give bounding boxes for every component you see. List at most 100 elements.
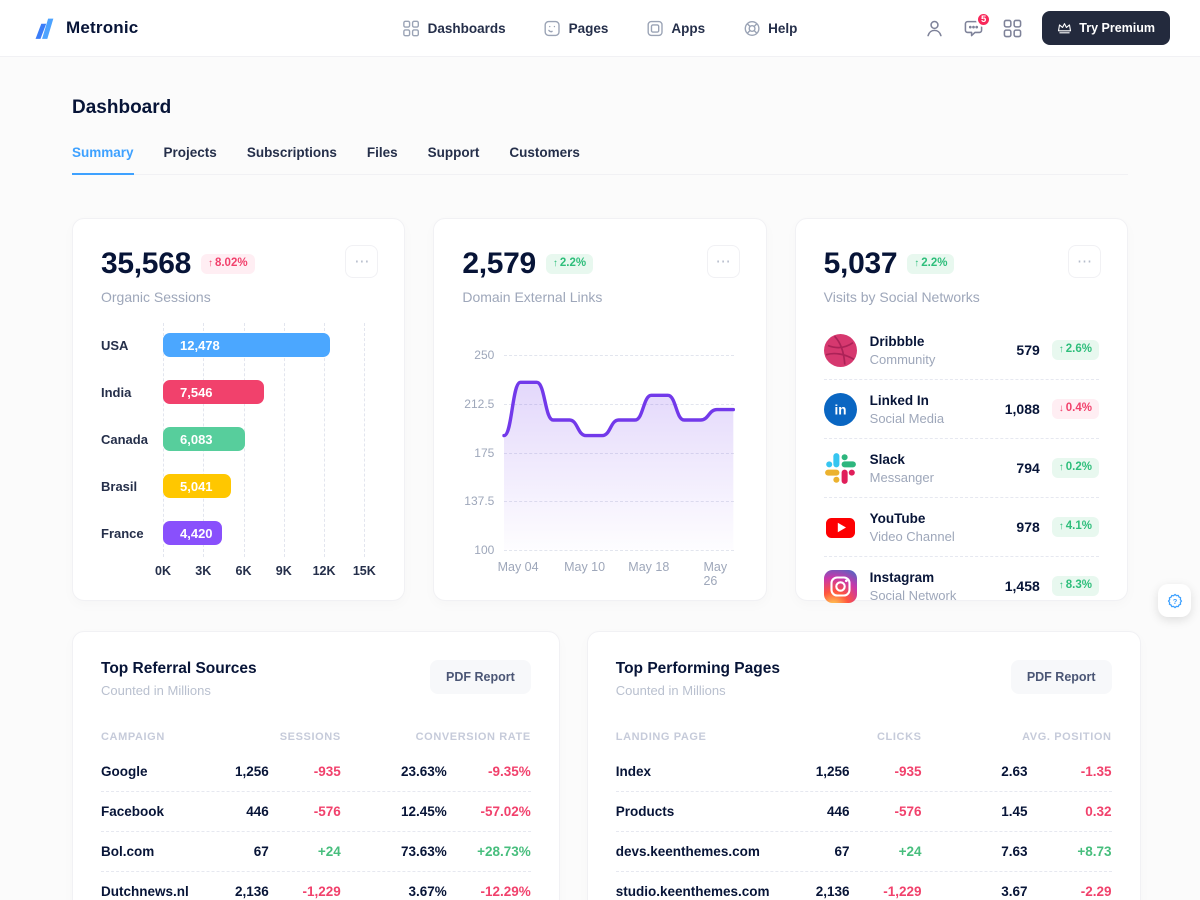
social-delta-badge: ↑ 4.1%: [1051, 517, 1099, 537]
table-header-row: LANDING PAGE CLICKS AVG. POSITION: [616, 722, 1112, 752]
row-name: devs.keenthemes.com: [615, 844, 760, 859]
stat-cards-row: 35,568 ↑ 8.02% Organic Sessions ⋯ USA Indi…: [72, 218, 1128, 603]
row-change: -935: [313, 764, 341, 779]
tab-projects[interactable]: Projects: [163, 145, 217, 160]
row-change: +24: [898, 844, 922, 859]
bar-chart-x-axis: 0K 3K 6K 9K 12K 15K: [155, 564, 376, 584]
card-menu-button[interactable]: ⋯: [345, 245, 379, 278]
nav-item-pages[interactable]: Pages: [544, 20, 608, 37]
row-change: -57.02%: [480, 804, 531, 819]
column-header: LANDING PAGE: [615, 731, 707, 743]
table-title: Top Performing Pages: [615, 660, 780, 677]
row-value: 1,256: [815, 764, 850, 779]
x-tick-label: 9K: [275, 564, 292, 578]
pdf-report-button[interactable]: PDF Report: [430, 660, 531, 694]
try-premium-button[interactable]: Try Premium: [1042, 11, 1170, 45]
row-value: 2,136: [234, 884, 269, 899]
social-networks-list: Dribbble Community 579 ↑ 2.6% in Linked In Soci…: [823, 321, 1099, 615]
social-name-link[interactable]: YouTube: [869, 510, 926, 526]
social-desc: Video Channel: [869, 528, 955, 544]
arrow-up-icon: ↑: [552, 258, 558, 269]
tab-files[interactable]: Files: [366, 145, 398, 160]
x-tick-label: May 18: [628, 560, 670, 574]
tab-support[interactable]: Support: [427, 145, 480, 160]
nav-item-label: Dashboards: [427, 20, 506, 36]
row-change: -1,229: [883, 884, 922, 899]
social-name-link[interactable]: Dribbble: [869, 333, 925, 349]
column-header: CONVERSION RATE: [415, 731, 531, 743]
chat-icon[interactable]: 5: [964, 11, 992, 38]
top-performing-pages-card: Top Performing Pages Counted in Millions…: [586, 631, 1141, 900]
x-tick-label: May 26: [703, 560, 728, 588]
row-value: 3.67%: [408, 884, 447, 899]
row-value: 2,136: [815, 884, 850, 899]
x-tick-label: 6K: [235, 564, 252, 578]
apps-grid-icon[interactable]: [1003, 19, 1022, 38]
column-header: CAMPAIGN: [101, 731, 165, 743]
tab-subscriptions[interactable]: Subscriptions: [246, 145, 337, 160]
bar-category-label: Canada: [101, 431, 148, 447]
line-chart-svg: [504, 355, 733, 550]
row-name: Facebook: [101, 804, 165, 819]
help-icon: [743, 20, 760, 37]
bar-category-label: India: [101, 384, 132, 400]
row-value: 1,256: [234, 764, 269, 779]
row-value: 12.45%: [400, 804, 447, 819]
row-change: -2.29: [1080, 884, 1112, 899]
x-tick-label: May 10: [564, 560, 606, 574]
brand-logo[interactable]: Metronic: [30, 15, 138, 42]
slack-icon: [824, 452, 857, 485]
apps-icon: [646, 20, 663, 37]
x-tick-label: 3K: [195, 564, 212, 578]
tab-customers[interactable]: Customers: [509, 145, 580, 160]
row-name: Google: [101, 764, 148, 779]
organic-sessions-value: 35,568: [101, 247, 191, 280]
card-menu-button[interactable]: ⋯: [706, 245, 740, 278]
social-name-link[interactable]: Linked In: [869, 392, 929, 408]
floating-help-button[interactable]: ?: [1158, 584, 1191, 617]
organic-sessions-card: 35,568 ↑ 8.02% Organic Sessions ⋯ USA Indi…: [72, 218, 406, 601]
social-value: 1,088: [1004, 401, 1040, 417]
row-name: Products: [615, 804, 675, 819]
nav-item-label: Help: [768, 20, 798, 36]
organic-sessions-label: Organic Sessions: [101, 289, 211, 305]
nav-item-help[interactable]: Help: [743, 20, 797, 37]
external-links-label: Domain External Links: [462, 289, 603, 305]
nav-item-dashboards[interactable]: Dashboards: [403, 20, 506, 37]
row-value: 1.45: [1001, 804, 1028, 819]
nav-item-apps[interactable]: Apps: [646, 20, 705, 37]
table-body: Google 1,256 -935 23.63% -9.35% Facebook 446 -5…: [101, 752, 531, 900]
arrow-up-icon: ↑: [914, 258, 920, 269]
x-tick-label: 0K: [155, 564, 171, 578]
social-delta-badge: ↑ 0.2%: [1051, 458, 1099, 478]
arrow-up-icon: ↑: [207, 258, 213, 269]
row-name: Bol.com: [101, 844, 155, 859]
pdf-report-button[interactable]: PDF Report: [1010, 660, 1112, 694]
row-change: -12.29%: [480, 884, 531, 899]
column-header: AVG. POSITION: [1022, 731, 1112, 743]
social-name-link[interactable]: Instagram: [869, 569, 935, 585]
line-chart-plot: [504, 355, 733, 551]
y-tick-label: 137.5: [464, 494, 495, 509]
organic-sessions-delta-badge: ↑ 8.02%: [200, 254, 255, 274]
arrow-down-icon: ↓: [1058, 403, 1064, 414]
arrow-up-icon: ↑: [1058, 462, 1064, 473]
card-menu-button[interactable]: ⋯: [1068, 245, 1101, 278]
social-value: 794: [1016, 460, 1040, 476]
row-change: +28.73%: [477, 844, 531, 859]
social-visits-delta-badge: ↑ 2.2%: [907, 254, 955, 274]
grid-icon: [403, 20, 420, 37]
user-icon[interactable]: [925, 19, 944, 38]
row-change: +24: [317, 844, 341, 859]
row-name: Dutchnews.nl: [101, 884, 189, 899]
svg-text:in: in: [834, 402, 846, 417]
x-tick-label: 12K: [312, 564, 336, 578]
bar-usa: 12,478: [163, 333, 331, 357]
row-change: +8.73: [1077, 844, 1112, 859]
social-name-link[interactable]: Slack: [869, 451, 905, 467]
tab-summary[interactable]: Summary: [72, 145, 134, 175]
bar-chart-plot: 12,478 7,546 6,083 5,041 4,420 0K 3K 6K 9K 12K 15K: [155, 323, 376, 578]
row-change: 0.32: [1085, 804, 1112, 819]
bar-category-label: Brasil: [101, 478, 138, 494]
y-tick-label: 250: [474, 348, 495, 362]
